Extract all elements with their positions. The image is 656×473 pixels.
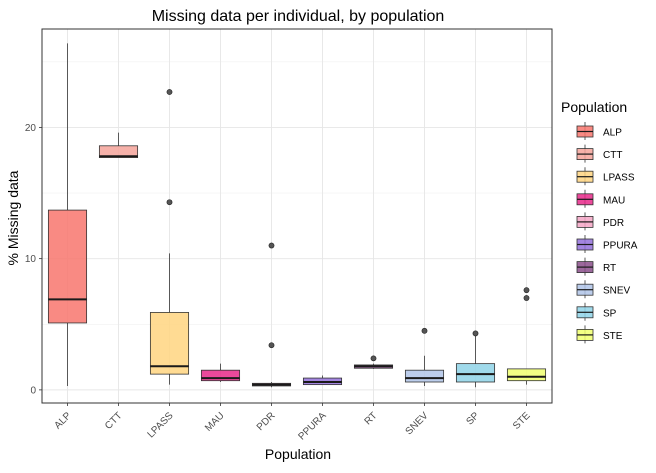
- panel-background: [42, 29, 552, 403]
- box-iqr: [98, 145, 139, 159]
- y-tick-label: 20: [25, 123, 37, 134]
- x-tick-label: ALP: [52, 410, 73, 431]
- legend-label: CTT: [603, 150, 622, 161]
- y-axis-label: % Missing data: [5, 170, 21, 265]
- x-tick-label: MAU: [203, 410, 227, 434]
- legend-layer: ALP CTT LPASS MAU PDR PPURA RT SNEV SP STE: [576, 122, 638, 344]
- box-iqr: [404, 369, 445, 383]
- legend-label: PPURA: [603, 241, 638, 252]
- legend-item-snev: SNEV: [576, 280, 631, 299]
- box-lpass: [149, 89, 190, 385]
- outlier-point: [370, 355, 377, 362]
- legend-item-rt: RT: [576, 257, 616, 276]
- legend-item-lpass: LPASS: [576, 167, 635, 186]
- legend-item-sp: SP: [576, 302, 617, 321]
- box-iqr: [200, 369, 241, 382]
- box-iqr: [47, 209, 88, 324]
- outlier-point: [268, 242, 275, 249]
- box-iqr: [149, 312, 190, 375]
- x-tick-label: LPASS: [146, 410, 176, 440]
- x-axis-label: Population: [265, 446, 331, 462]
- box-iqr: [506, 368, 547, 382]
- outlier-point: [472, 330, 479, 337]
- box-ppura: [302, 375, 343, 386]
- legend-label: MAU: [603, 195, 625, 206]
- x-tick-label: PDR: [255, 410, 278, 433]
- x-tick-label: SP: [464, 410, 481, 427]
- box-alp: [47, 43, 88, 386]
- outlier-point: [523, 287, 530, 294]
- outlier-point: [268, 342, 275, 349]
- legend-item-ctt: CTT: [576, 144, 622, 163]
- legend-item-pdr: PDR: [576, 212, 624, 231]
- chart-title: Missing data per individual, by populati…: [152, 8, 445, 25]
- legend-item-ppura: PPURA: [576, 235, 638, 253]
- box-layer: [47, 43, 547, 388]
- x-tick-label: PPURA: [296, 410, 328, 442]
- box-pdr: [251, 242, 292, 388]
- legend-item-ste: STE: [576, 325, 623, 344]
- panel-border: [41, 28, 553, 404]
- legend-label: RT: [603, 263, 616, 274]
- legend-label: SNEV: [603, 286, 631, 297]
- box-rt: [353, 355, 394, 369]
- legend-label: SP: [603, 308, 617, 319]
- box-iqr: [455, 363, 496, 383]
- x-tick-label: CTT: [103, 410, 125, 432]
- box-ste: [506, 287, 547, 385]
- legend-title: Population: [561, 99, 627, 115]
- x-tick-label: STE: [511, 410, 533, 432]
- legend-item-mau: MAU: [576, 189, 625, 208]
- legend-label: LPASS: [603, 173, 635, 184]
- box-ctt: [98, 132, 139, 159]
- legend-label: PDR: [603, 218, 624, 229]
- box-snev: [404, 327, 445, 386]
- box-mau: [200, 363, 241, 383]
- y-tick-label: 10: [25, 254, 37, 265]
- outlier-point: [523, 295, 530, 301]
- outlier-point: [166, 89, 173, 95]
- x-tick-label: RT: [363, 410, 380, 427]
- outlier-point: [421, 327, 428, 334]
- legend-label: STE: [603, 331, 623, 342]
- x-tick-label: SNEV: [404, 410, 431, 437]
- legend-label: ALP: [603, 128, 622, 139]
- outlier-point: [166, 199, 173, 206]
- y-tick-label: 0: [30, 385, 36, 396]
- legend-item-alp: ALP: [576, 122, 622, 140]
- grid-layer: [42, 29, 552, 403]
- box-sp: [455, 330, 496, 388]
